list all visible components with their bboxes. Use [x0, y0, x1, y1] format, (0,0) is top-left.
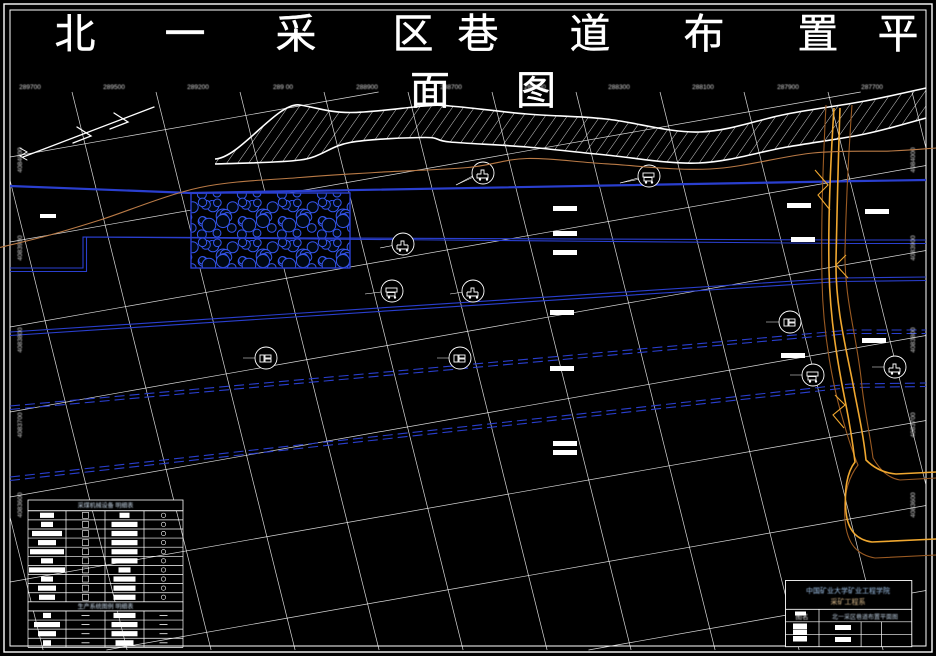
svg-text:289500: 289500	[103, 84, 125, 91]
svg-text:288900: 288900	[356, 84, 378, 91]
svg-text:道: 道	[570, 11, 611, 57]
svg-text:289700: 289700	[19, 84, 41, 91]
svg-text:288300: 288300	[608, 84, 630, 91]
svg-text:平: 平	[878, 11, 919, 57]
svg-text:4084000: 4084000	[17, 147, 24, 173]
svg-text:289 00: 289 00	[273, 84, 293, 91]
svg-text:图: 图	[516, 69, 556, 113]
svg-text:采: 采	[276, 11, 317, 57]
svg-text:北: 北	[55, 11, 96, 57]
svg-text:4084000: 4084000	[910, 147, 917, 173]
svg-text:288100: 288100	[692, 84, 714, 91]
svg-text:一: 一	[165, 11, 206, 57]
svg-text:4083700: 4083700	[17, 412, 24, 438]
svg-text:287700: 287700	[861, 84, 883, 91]
svg-text:面: 面	[410, 69, 450, 113]
svg-text:287900: 287900	[777, 84, 799, 91]
svg-text:4083900: 4083900	[17, 235, 24, 261]
svg-text:生产系统图例 明细表: 生产系统图例 明细表	[78, 603, 134, 611]
svg-text:采矿工程系: 采矿工程系	[831, 597, 866, 606]
svg-text:4083700: 4083700	[910, 412, 917, 438]
svg-text:289200: 289200	[187, 84, 209, 91]
svg-text:4083900: 4083900	[910, 235, 917, 261]
svg-text:巷: 巷	[458, 11, 499, 57]
svg-text:4083800: 4083800	[910, 327, 917, 353]
svg-text:采煤机械设备 明细表: 采煤机械设备 明细表	[78, 502, 134, 510]
svg-text:4083600: 4083600	[17, 492, 24, 518]
svg-text:布: 布	[684, 11, 725, 57]
svg-text:4083600: 4083600	[910, 492, 917, 518]
svg-text:置: 置	[798, 11, 839, 57]
svg-text:北一采区巷道布置平面图: 北一采区巷道布置平面图	[832, 613, 898, 621]
svg-text:区: 区	[393, 11, 434, 57]
svg-text:4083800: 4083800	[17, 327, 24, 353]
svg-text:中国矿业大学矿业工程学院: 中国矿业大学矿业工程学院	[806, 586, 890, 595]
